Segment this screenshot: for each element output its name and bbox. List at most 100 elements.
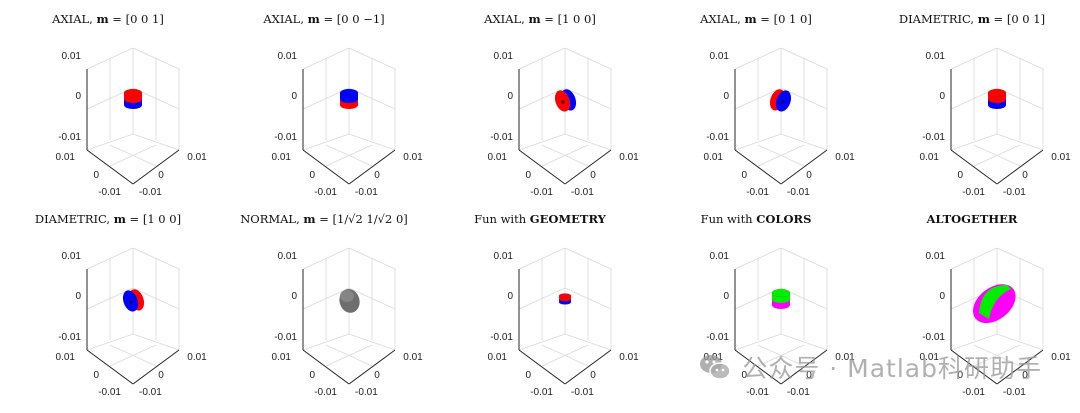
z-tick-label: 0	[507, 291, 513, 302]
title-bold: COLORS	[756, 212, 812, 226]
magnet	[771, 288, 791, 309]
panel-10: 0.01 0 -0.01 0.01 0 -0.01 -0.01 0 0.01	[920, 247, 1071, 398]
panel-title: ALTOGETHER	[864, 212, 1080, 226]
title-prefix: DIAMETRIC,	[34, 212, 114, 226]
panel-1: 0.01 0 -0.01 0.01 0 -0.01 -0.01 0 0.01	[56, 47, 207, 198]
title-prefix: AXIAL,	[700, 12, 745, 26]
panel-title: DIAMETRIC, m = [0 0 1]	[864, 12, 1080, 26]
panel-2: 0.01 0 -0.01 0.01 0 -0.01 -0.01 0 0.01	[272, 47, 423, 198]
y-tick-label: 0	[309, 370, 315, 381]
y-tick-label: 0	[525, 370, 531, 381]
grid-line	[518, 133, 566, 151]
title-suffix: = [0 0 1]	[989, 12, 1046, 26]
z-tick-label: -0.01	[274, 332, 297, 343]
y-axis-line	[734, 349, 782, 385]
z-tick-label: 0.01	[494, 251, 514, 262]
title-bold: GEOMETRY	[529, 212, 606, 226]
panel-title: NORMAL, m = [1/√2 1/√2 0]	[216, 212, 432, 226]
grid-line	[302, 133, 350, 151]
grid-line	[564, 133, 612, 151]
x-tick-label: -0.01	[355, 187, 378, 198]
y-tick-label: 0	[93, 370, 99, 381]
x-tick-label: 0.01	[835, 152, 855, 163]
x-tick-label: 0.01	[619, 152, 639, 163]
grid-line	[973, 344, 1021, 367]
x-axis-line	[564, 149, 612, 185]
title-bold: m	[307, 12, 320, 26]
x-tick-label: 0	[590, 370, 596, 381]
title-prefix: NORMAL,	[240, 212, 304, 226]
title-prefix: DIAMETRIC,	[898, 12, 978, 26]
grid-line	[518, 333, 566, 351]
title-suffix: = [0 0 −1]	[319, 12, 385, 26]
magnet	[972, 284, 1016, 324]
x-axis-line	[348, 149, 396, 185]
grid-line	[734, 133, 782, 151]
magnet	[123, 88, 143, 109]
grid-line	[325, 344, 373, 367]
magnet-mid	[559, 296, 571, 302]
y-tick-label: 0.01	[272, 352, 292, 363]
z-tick-label: -0.01	[58, 332, 81, 343]
x-tick-label: 0	[158, 370, 164, 381]
x-axis-line	[996, 149, 1044, 185]
panel-4: 0.01 0 -0.01 0.01 0 -0.01 -0.01 0 0.01	[704, 47, 855, 198]
magnet-marker	[129, 300, 133, 304]
z-tick-label: 0	[291, 291, 297, 302]
panel-title: DIAMETRIC, m = [1 0 0]	[0, 212, 216, 226]
y-tick-label: 0	[741, 370, 747, 381]
title-prefix: AXIAL,	[263, 12, 308, 26]
x-tick-label: 0.01	[187, 352, 207, 363]
x-tick-label: 0.01	[187, 152, 207, 163]
y-tick-label: -0.01	[962, 187, 985, 198]
y-tick-label: -0.01	[314, 387, 337, 398]
z-tick-label: -0.01	[58, 132, 81, 143]
grid-line	[109, 344, 157, 367]
z-tick-label: 0	[507, 91, 513, 102]
magnet-bottom-face	[772, 301, 790, 309]
magnet	[987, 88, 1007, 109]
x-tick-label: 0	[590, 170, 596, 181]
panel-title: AXIAL, m = [0 1 0]	[648, 12, 864, 26]
magnet-top-face	[123, 88, 143, 98]
x-tick-label: -0.01	[139, 387, 162, 398]
y-tick-label: -0.01	[98, 187, 121, 198]
y-tick-label: 0.01	[56, 352, 76, 363]
wechat-icon	[698, 350, 732, 384]
grid-line	[86, 133, 134, 151]
x-tick-label: 0.01	[403, 152, 423, 163]
y-tick-label: -0.01	[98, 387, 121, 398]
panel-title: Fun with GEOMETRY	[432, 212, 648, 226]
x-axis-line	[780, 349, 828, 385]
y-tick-label: -0.01	[746, 387, 769, 398]
x-tick-label: -0.01	[787, 387, 810, 398]
grid-line	[950, 133, 998, 151]
y-tick-label: 0.01	[920, 352, 940, 363]
title-bold: m	[977, 12, 990, 26]
z-tick-label: 0.01	[62, 51, 82, 62]
magnet	[769, 89, 792, 112]
grid-line	[348, 133, 396, 151]
magnet-top-face	[771, 288, 791, 298]
y-tick-label: 0.01	[56, 152, 76, 163]
grid-line	[86, 333, 134, 351]
grid-line	[780, 133, 828, 151]
y-tick-label: 0.01	[488, 352, 508, 363]
y-tick-label: -0.01	[314, 187, 337, 198]
x-tick-label: -0.01	[1003, 187, 1026, 198]
x-axis-line	[132, 349, 180, 385]
panel-3: 0.01 0 -0.01 0.01 0 -0.01 -0.01 0 0.01	[488, 47, 639, 198]
x-tick-label: 0.01	[1051, 352, 1071, 363]
x-tick-label: -0.01	[787, 187, 810, 198]
y-tick-label: 0	[309, 170, 315, 181]
grid-line	[325, 144, 373, 167]
grid-line	[996, 133, 1044, 151]
x-tick-label: 0	[1022, 170, 1028, 181]
grid-line	[950, 333, 998, 351]
x-axis-line	[996, 349, 1044, 385]
x-tick-label: 0	[158, 170, 164, 181]
magnet-marker	[781, 100, 785, 104]
grid-line	[780, 333, 828, 351]
z-tick-label: -0.01	[706, 132, 729, 143]
title-bold: m	[113, 212, 126, 226]
